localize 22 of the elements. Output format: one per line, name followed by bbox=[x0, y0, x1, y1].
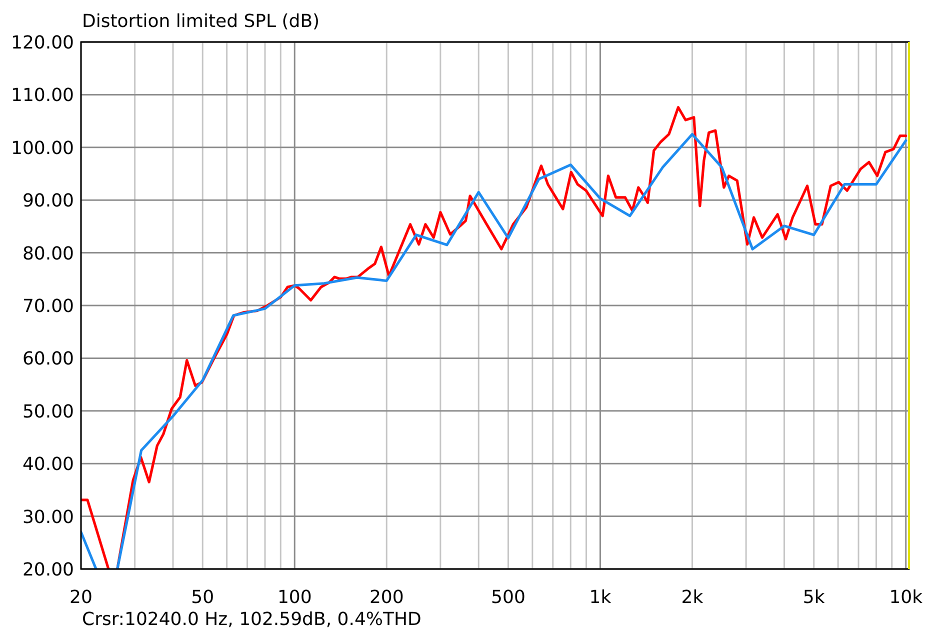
y-tick-label: 40.00 bbox=[22, 454, 74, 476]
y-tick-label: 100.00 bbox=[11, 138, 74, 159]
x-tick-label: 100 bbox=[277, 587, 312, 608]
x-tick-label: 1k bbox=[589, 587, 612, 608]
text: Crsr:10240.0 Hz, 102.59dB, 0.4%THD bbox=[82, 609, 422, 630]
y-tick-label: 80.00 bbox=[22, 243, 74, 264]
x-tick-label: 2k bbox=[681, 587, 704, 608]
y-tick-label: 110.00 bbox=[11, 85, 74, 106]
y-tick-label: 20.00 bbox=[22, 559, 74, 580]
y-tick-label: 90.00 bbox=[22, 190, 74, 212]
x-tick-label: 20 bbox=[70, 587, 92, 608]
y-tick-label: 50.00 bbox=[22, 401, 74, 422]
y-tick-label: 30.00 bbox=[22, 506, 74, 528]
chart-title: Distortion limited SPL (dB) bbox=[82, 11, 320, 32]
x-tick-label: 50 bbox=[191, 587, 214, 608]
x-tick-label: 500 bbox=[491, 587, 526, 608]
x-tick-label: 5k bbox=[802, 587, 826, 608]
y-tick-label: 60.00 bbox=[22, 348, 74, 370]
y-tick-label: 120.00 bbox=[11, 32, 74, 54]
x-tick-label: 10k bbox=[889, 587, 924, 608]
x-tick-label: 200 bbox=[369, 587, 404, 608]
y-tick-label: 70.00 bbox=[22, 296, 74, 317]
